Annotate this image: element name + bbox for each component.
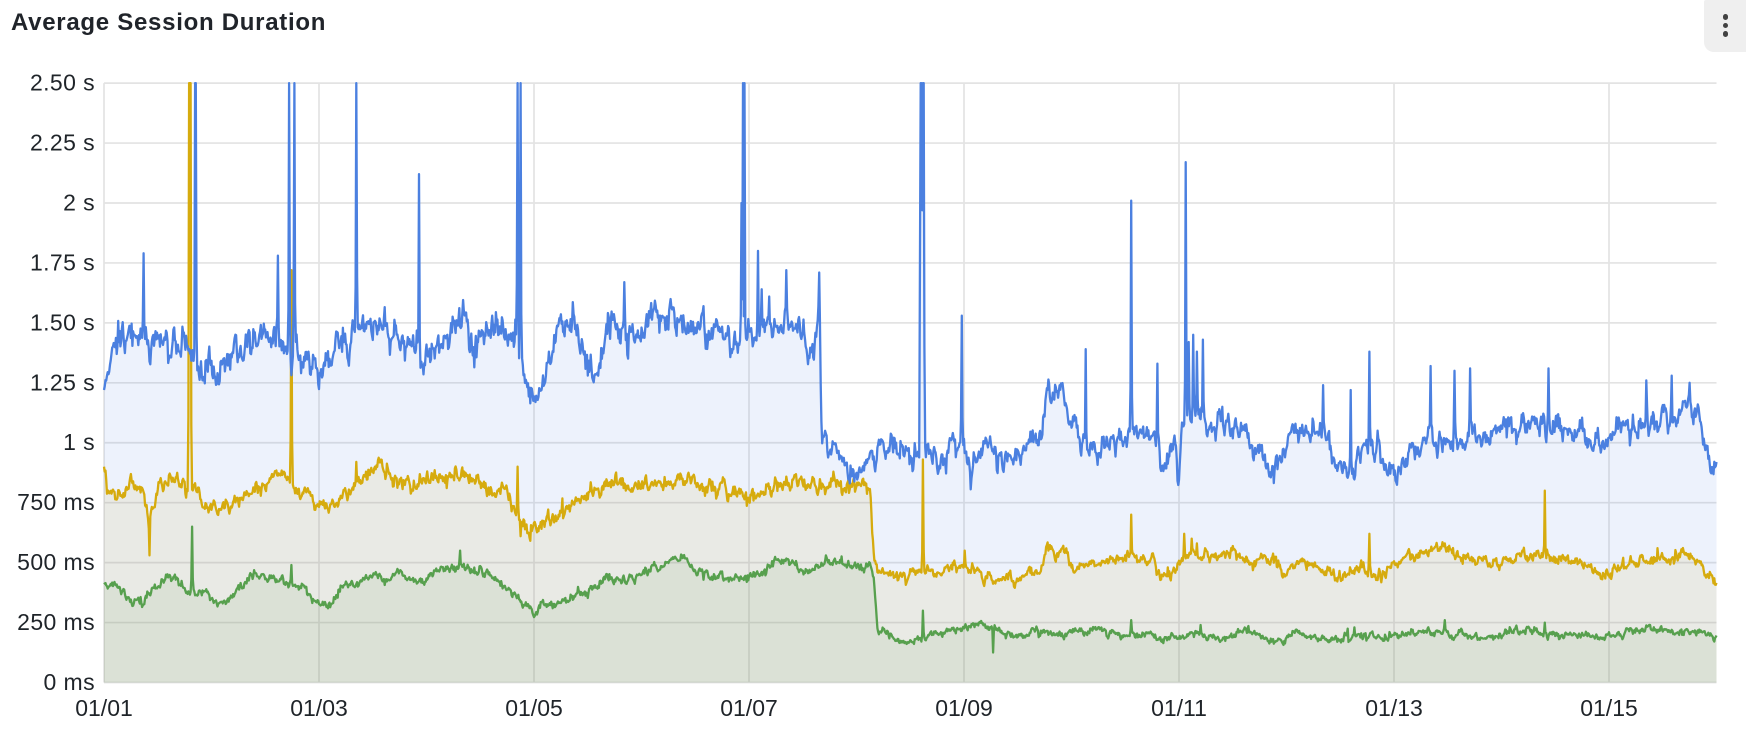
svg-text:01/09: 01/09 (935, 695, 993, 721)
svg-text:01/11: 01/11 (1151, 695, 1207, 721)
svg-text:1.25 s: 1.25 s (30, 369, 95, 395)
svg-text:1.50 s: 1.50 s (30, 309, 95, 335)
svg-text:2.25 s: 2.25 s (30, 130, 95, 156)
svg-text:750 ms: 750 ms (17, 489, 95, 515)
svg-text:2 s: 2 s (63, 190, 95, 216)
svg-text:01/15: 01/15 (1580, 695, 1638, 721)
svg-text:01/03: 01/03 (290, 695, 348, 721)
svg-text:2.50 s: 2.50 s (30, 70, 95, 96)
svg-text:01/07: 01/07 (720, 695, 778, 721)
svg-text:01/13: 01/13 (1365, 695, 1423, 721)
svg-text:0 ms: 0 ms (44, 669, 95, 695)
svg-text:01/05: 01/05 (505, 695, 563, 721)
svg-text:01/01: 01/01 (75, 695, 133, 721)
svg-text:250 ms: 250 ms (17, 609, 95, 635)
svg-text:500 ms: 500 ms (17, 549, 95, 575)
svg-text:1.75 s: 1.75 s (30, 249, 95, 275)
svg-text:1 s: 1 s (63, 429, 95, 455)
